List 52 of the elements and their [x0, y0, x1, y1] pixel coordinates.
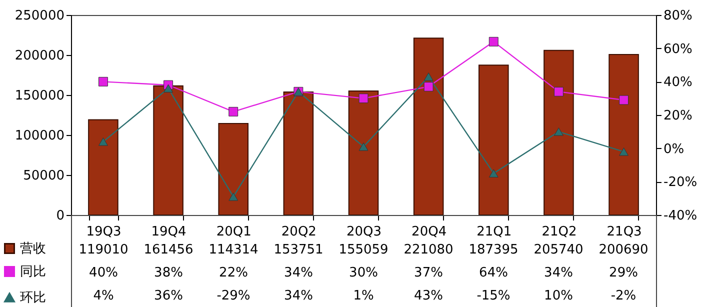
- x-tick-label: 21Q1: [476, 224, 512, 240]
- y2-tick-label: 80%: [664, 8, 692, 24]
- data-label: -2%: [610, 288, 636, 304]
- data-label: -15%: [476, 288, 510, 304]
- data-label: 205740: [534, 242, 584, 258]
- x-tick-label: 20Q2: [281, 224, 316, 240]
- y-tick-label: 150000: [14, 88, 64, 104]
- data-label: 30%: [349, 266, 378, 280]
- data-label: 38%: [154, 266, 183, 280]
- data-label: 40%: [89, 266, 118, 280]
- data-label: 153751: [274, 242, 324, 258]
- data-label: 1%: [353, 288, 374, 304]
- x-tick-label: 20Q3: [346, 224, 382, 240]
- y-tick-label: 100000: [14, 128, 64, 144]
- x-tick-label: 21Q3: [606, 224, 642, 240]
- y2-tick-label: 60%: [664, 42, 692, 57]
- data-label: 34%: [544, 266, 573, 280]
- data-label: 34%: [284, 266, 313, 280]
- data-label: 10%: [544, 288, 573, 304]
- legend-label: 环比: [20, 290, 46, 306]
- data-label: 34%: [284, 288, 313, 304]
- y-tick-label: 0: [56, 208, 64, 224]
- x-tick-label: 19Q4: [151, 224, 186, 240]
- data-label: 29%: [609, 266, 638, 280]
- y-tick-label: 250000: [14, 8, 64, 24]
- x-tick-label: 20Q1: [216, 224, 252, 240]
- x-tick-label: 19Q3: [86, 224, 122, 240]
- data-label: 22%: [219, 266, 248, 280]
- y2-tick-label: -20%: [664, 175, 698, 190]
- data-label: 4%: [93, 288, 114, 304]
- data-label: 155059: [338, 242, 388, 258]
- y2-tick-label: -40%: [664, 208, 698, 224]
- data-label: 64%: [479, 266, 508, 280]
- data-label: 221080: [404, 242, 454, 258]
- data-label: 43%: [414, 288, 443, 304]
- y2-tick-label: 0%: [664, 142, 684, 157]
- data-label: 187395: [468, 242, 518, 258]
- data-label: 37%: [414, 266, 443, 280]
- y-tick-label: 50000: [23, 168, 64, 184]
- y2-tick-label: 20%: [664, 108, 692, 124]
- data-label: -29%: [216, 288, 250, 304]
- data-label: 161456: [144, 242, 194, 258]
- data-label: 114314: [208, 242, 258, 258]
- data-label: 36%: [154, 288, 183, 304]
- data-label: 200690: [598, 242, 648, 258]
- y2-tick-label: 40%: [664, 75, 692, 90]
- y-tick-label: 200000: [14, 48, 64, 64]
- x-tick-label: 21Q2: [542, 224, 577, 240]
- x-tick-label: 20Q4: [412, 224, 447, 240]
- legend-label: 同比: [20, 264, 46, 280]
- legend-label: 营收: [20, 242, 46, 256]
- data-label: 119010: [78, 242, 128, 258]
